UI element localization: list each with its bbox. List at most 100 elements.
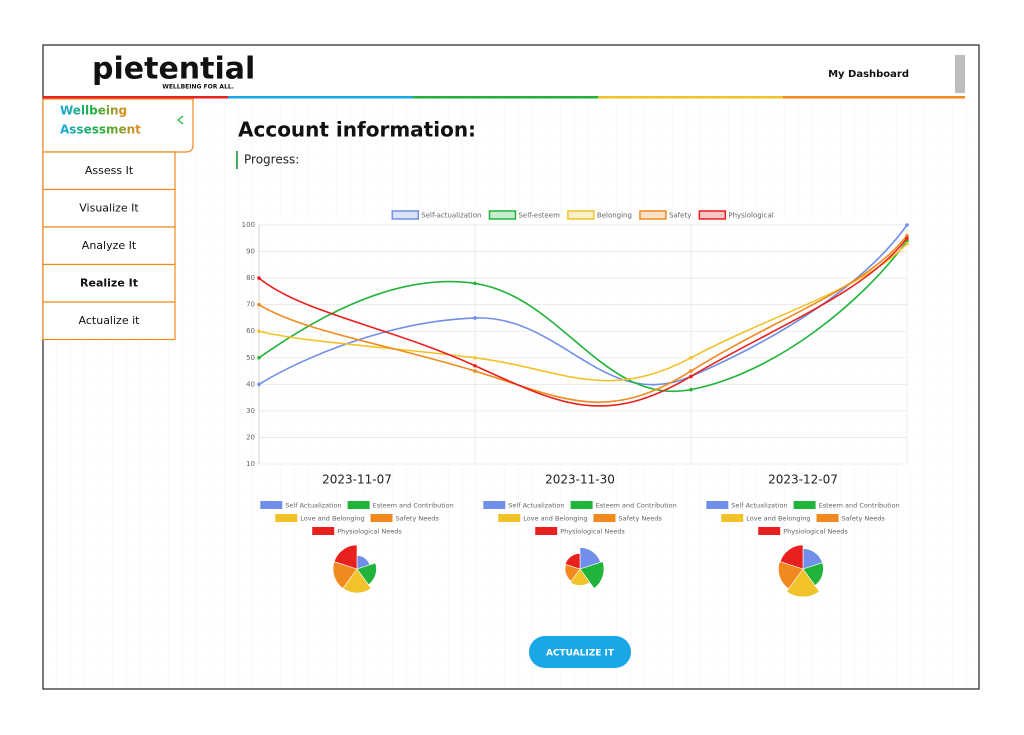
menu-item[interactable] (42, 263, 176, 303)
pie-legend-row: Love and Belonging Safety Needs (498, 514, 662, 523)
legend-label: Safety Needs (842, 515, 886, 523)
data-point (689, 369, 693, 373)
sidebar-header (42, 98, 194, 153)
legend-label: Love and Belonging (523, 515, 587, 523)
menu-item[interactable] (42, 226, 176, 266)
legend-swatch (570, 501, 593, 509)
page-heading: Account information: (238, 118, 476, 142)
legend-label: Physiological Needs (560, 528, 625, 536)
series-line (258, 237, 908, 407)
legend-label: Self Actualization (285, 502, 341, 510)
logo: pietential (92, 52, 255, 87)
legend-label: Physiological Needs (337, 528, 402, 536)
pie-legend-row: Physiological Needs (535, 527, 625, 536)
y-tick-label: 30 (246, 407, 255, 415)
tagline: WELLBEING FOR ALL. (162, 84, 234, 91)
series-line (258, 240, 908, 393)
pie-title: 2023-12-07 (768, 473, 838, 487)
scrollbar[interactable] (955, 55, 965, 93)
legend-swatch (370, 514, 393, 522)
data-point (473, 369, 477, 373)
series-line (258, 243, 908, 382)
polar-segment (786, 568, 820, 598)
subheading: Progress: (244, 153, 299, 167)
menu-label[interactable]: Assess It (85, 164, 134, 177)
data-point (257, 329, 261, 334)
menu-label[interactable]: Actualize it (79, 314, 141, 327)
y-tick-label: 40 (246, 380, 255, 388)
pie-legend-row: Physiological Needs (312, 527, 402, 536)
pie-legend-row: Self Actualization Esteem and Contributio… (706, 501, 900, 510)
legend-label: Physiological (728, 212, 773, 220)
data-point (473, 363, 477, 368)
pie-legend-row: Love and Belonging Safety Needs (275, 514, 439, 523)
actualize-button[interactable] (529, 636, 631, 668)
pie-title: 2023-11-30 (545, 473, 615, 487)
y-tick-label: 50 (246, 354, 255, 362)
pie-legend-row: Self Actualization Esteem and Contributio… (483, 501, 677, 510)
legend-label: Safety Needs (396, 515, 440, 523)
legend-swatch (260, 501, 283, 509)
legend-label: Self-esteem (518, 212, 560, 220)
legend-label: Self Actualization (508, 502, 564, 510)
legend-swatch (535, 527, 558, 535)
data-point (905, 241, 909, 246)
legend-label: Love and Belonging (300, 515, 364, 523)
menu-label[interactable]: Realize It (80, 277, 138, 290)
polar-segment (569, 568, 591, 586)
y-tick-label: 20 (246, 433, 255, 441)
legend-swatch (706, 501, 729, 509)
accent-bar (236, 151, 238, 169)
legend-label: Self Actualization (731, 502, 787, 510)
data-point (473, 281, 477, 286)
legend-swatch (391, 210, 420, 220)
y-tick-label: 70 (246, 301, 255, 309)
header-bar (44, 46, 978, 96)
legend-swatch (593, 514, 616, 522)
data-point (257, 382, 261, 387)
y-tick-label: 100 (242, 221, 255, 229)
data-point (689, 387, 693, 392)
legend-swatch (639, 210, 667, 220)
y-tick-label: 10 (246, 460, 255, 468)
pie-legend-row: Physiological Needs (758, 527, 848, 536)
pie-legend-row: Self Actualization Esteem and Contributio… (260, 501, 454, 510)
data-point (905, 223, 909, 227)
button-label[interactable]: ACTUALIZE IT (546, 649, 615, 659)
legend-swatch (793, 501, 816, 509)
menu-item[interactable] (42, 301, 176, 341)
legend-swatch (483, 501, 506, 509)
legend: Self-actualization Self-esteem Belonging Sa… (391, 210, 774, 220)
menu-label[interactable]: Visualize It (79, 202, 139, 215)
legend-swatch (721, 514, 744, 522)
pie-title: 2023-11-07 (322, 473, 392, 487)
legend-label: Belonging (597, 212, 632, 220)
legend-label: Self-actualization (421, 212, 481, 220)
pie-legend-row: Love and Belonging Safety Needs (721, 514, 885, 523)
sidebar-menu: Assess It Visualize It Analyze It Realize I… (42, 151, 176, 341)
y-tick-label: 80 (246, 274, 255, 282)
legend-label: Esteem and Contribution (373, 502, 454, 510)
data-point (905, 236, 909, 241)
collapse-icon[interactable] (177, 115, 184, 125)
menu-item[interactable] (42, 188, 176, 228)
plot-background (259, 220, 913, 464)
nav-link[interactable]: My Dashboard (828, 69, 909, 80)
legend-swatch (816, 514, 839, 522)
polar-segment (579, 561, 605, 589)
menu-label[interactable]: Analyze It (82, 239, 137, 252)
polar-segment (779, 544, 804, 570)
sidebar-title: Wellbeing (60, 104, 127, 118)
sidebar-title: Assessment (60, 123, 141, 137)
legend-label: Physiological Needs (783, 528, 848, 536)
menu-item[interactable] (42, 151, 176, 191)
legend-swatch (347, 501, 370, 509)
polar-segment (564, 553, 581, 570)
legend-label: Esteem and Contribution (819, 502, 900, 510)
polar-segment (333, 544, 358, 570)
legend-swatch (758, 527, 781, 535)
y-tick-label: 60 (246, 327, 255, 335)
legend-swatch (498, 514, 521, 522)
data-point (257, 276, 261, 280)
